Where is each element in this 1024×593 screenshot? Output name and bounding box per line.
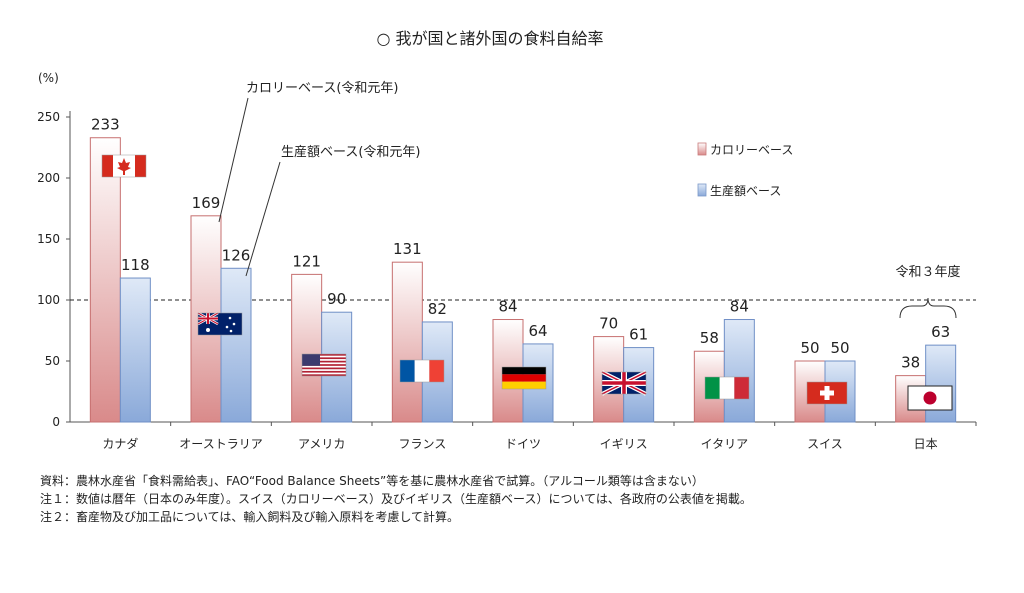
value-label-calorie-3: 131 [393, 240, 422, 258]
value-label-calorie-2: 121 [292, 252, 321, 270]
value-label-production-8: 63 [931, 323, 950, 341]
production-callout-line [245, 161, 281, 277]
y-tick-label-0: 0 [52, 415, 60, 429]
value-label-calorie-8: 38 [901, 354, 920, 372]
food-self-sufficiency-chart: ○ 我が国と諸外国の食料自給率 (%) 0 50 100 150 200 250 233 1… [37, 29, 977, 451]
flag-australia [197, 311, 243, 336]
chart-title: ○ 我が国と諸外国の食料自給率 [376, 29, 603, 48]
bar-production-0 [119, 277, 151, 423]
value-label-calorie-0: 233 [91, 116, 120, 134]
note-2: 注２：畜産物及び加工品については、輸入飼料及び輸入原料を考慮して計算。 [40, 510, 460, 524]
value-label-calorie-1: 169 [192, 194, 221, 212]
y-tick-label-100: 100 [37, 293, 60, 307]
y-tick-label-200: 200 [37, 171, 60, 185]
flag-italy [704, 376, 750, 400]
y-tick-label-150: 150 [37, 232, 60, 246]
y-tick-label-50: 50 [45, 354, 60, 368]
labels-layer: 233 118 カナダ 169 126 オーストラリア 121 90 アメリカ 131 82 フランス… [91, 116, 950, 451]
value-label-calorie-5: 70 [599, 315, 618, 333]
legend-label-production: 生産額ベース [710, 183, 781, 198]
legend: カロリーベース 生産額ベース [697, 142, 793, 198]
production-callout: 生産額ベース(令和元年) [281, 144, 421, 160]
flag-switzerland [806, 381, 848, 405]
category-label-5: イギリス [600, 437, 648, 451]
category-label-8: 日本 [914, 437, 938, 451]
category-label-6: イタリア [701, 437, 749, 451]
calorie-callout-line [218, 97, 249, 223]
flag-uk [601, 370, 647, 396]
category-label-4: ドイツ [505, 437, 541, 451]
japan-bracket [899, 297, 957, 319]
value-label-calorie-4: 84 [498, 298, 517, 316]
bars-layer [89, 137, 957, 423]
value-label-production-2: 90 [327, 290, 346, 308]
bar-calorie-2 [291, 273, 323, 423]
bar-calorie-3 [391, 261, 423, 423]
japan-year-note: 令和３年度 [895, 264, 960, 280]
flag-japan [907, 385, 953, 411]
flag-usa [301, 353, 347, 377]
legend-label-calorie: カロリーベース [710, 143, 793, 157]
category-label-2: アメリカ [298, 437, 345, 451]
note-1: 注１：数値は暦年（日本のみ年度）。スイス（カロリーベース）及びイギリス（生産額ベ… [40, 492, 752, 506]
y-tick-label-250: 250 [37, 110, 60, 124]
value-label-production-3: 82 [428, 300, 447, 318]
flag-canada [101, 154, 147, 178]
value-label-production-1: 126 [222, 246, 251, 264]
value-label-production-6: 84 [730, 298, 749, 316]
bar-production-1 [220, 267, 252, 423]
value-label-production-7: 50 [830, 339, 849, 357]
bar-production-6 [723, 319, 755, 423]
category-label-3: フランス [398, 437, 446, 451]
value-label-calorie-6: 58 [700, 329, 719, 347]
value-label-production-0: 118 [121, 256, 150, 274]
bar-calorie-0 [89, 137, 121, 423]
chart-notes: 資料：農林水産省「食料需給表」、FAO“Food Balance Sheets”… [40, 472, 752, 526]
calorie-callout: カロリーベース(令和元年) [246, 81, 399, 96]
y-axis-unit: (%) [38, 71, 59, 85]
legend-swatch-production [697, 183, 707, 197]
flag-germany [501, 366, 547, 390]
value-label-calorie-7: 50 [800, 339, 819, 357]
legend-swatch-calorie [697, 142, 707, 156]
flag-france [399, 359, 445, 383]
flags-layer [101, 154, 953, 411]
value-label-production-4: 64 [528, 322, 547, 340]
category-label-1: オーストラリア [179, 437, 262, 451]
value-label-production-5: 61 [629, 326, 648, 344]
category-label-7: スイス [807, 437, 843, 451]
source-note: 資料：農林水産省「食料需給表」、FAO“Food Balance Sheets”… [40, 474, 704, 488]
category-label-0: カナダ [102, 436, 138, 451]
